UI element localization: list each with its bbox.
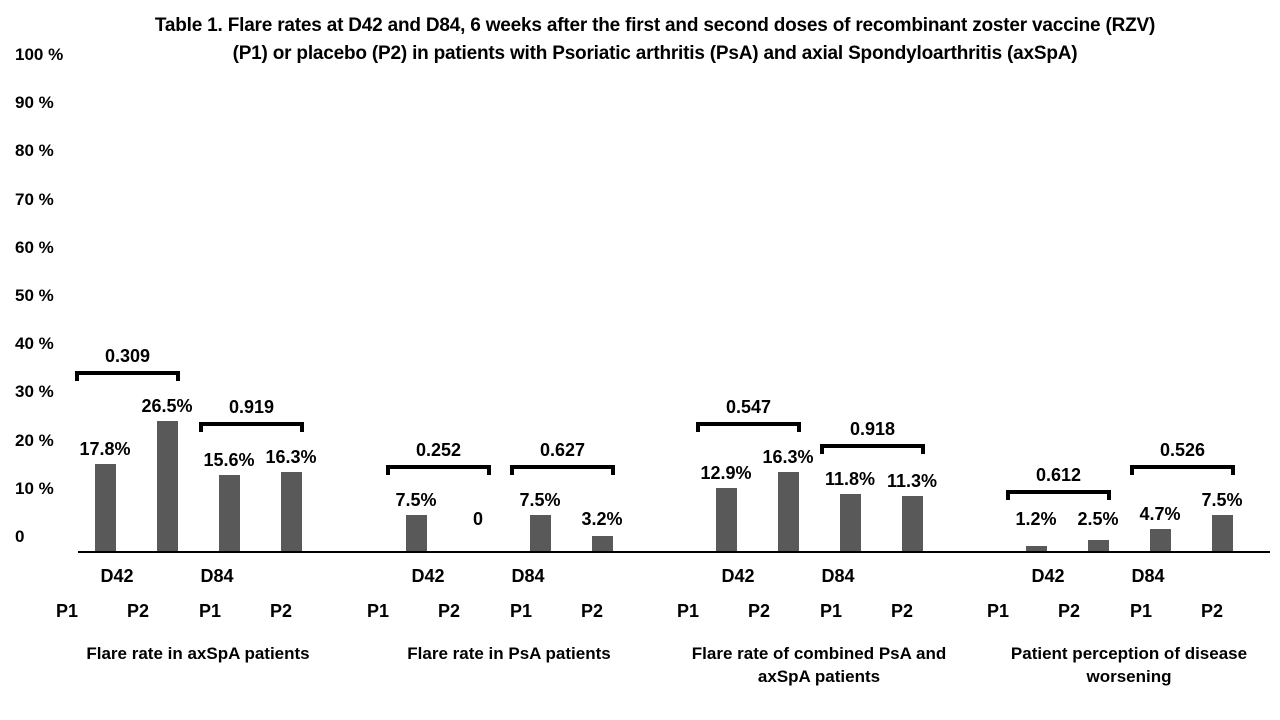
series-label: P2 bbox=[580, 601, 604, 621]
series-label: P1 bbox=[819, 601, 843, 621]
series-label: P1 bbox=[366, 601, 390, 621]
bar-p1-d84 bbox=[839, 493, 861, 552]
bar-p2-d84 bbox=[591, 536, 613, 552]
timepoint-label: D84 bbox=[200, 566, 234, 586]
bar-p2-d42 bbox=[1087, 539, 1109, 552]
p-value-bracket bbox=[820, 443, 925, 454]
series-label: P2 bbox=[1057, 601, 1081, 621]
series-label: P2 bbox=[890, 601, 914, 621]
p-value-label: 0.547 bbox=[725, 396, 772, 417]
series-label: P2 bbox=[269, 601, 293, 621]
p-value-bracket bbox=[510, 465, 615, 476]
bar-value-label: 7.5% bbox=[395, 490, 437, 511]
p-value-label: 0.627 bbox=[539, 440, 586, 461]
bar-p2-d84 bbox=[1211, 515, 1233, 552]
p-value-label: 0.526 bbox=[1159, 440, 1206, 461]
bar-p1-d42 bbox=[715, 488, 737, 552]
bar-value-label: 0 bbox=[472, 509, 483, 529]
group-title-line: Flare rate in axSpA patients bbox=[86, 644, 310, 663]
bar-value-label: 17.8% bbox=[79, 439, 131, 460]
timepoint-label: D84 bbox=[1131, 566, 1165, 586]
series-label: P1 bbox=[1129, 601, 1153, 621]
series-label: P2 bbox=[747, 601, 771, 621]
timepoint-label: D42 bbox=[721, 566, 755, 586]
bar-value-label: 4.7% bbox=[1139, 503, 1181, 524]
chart-title-line1: Table 1. Flare rates at D42 and D84, 6 w… bbox=[154, 15, 1156, 36]
bar-p1-d84 bbox=[1149, 528, 1171, 552]
series-label: P2 bbox=[126, 601, 150, 621]
y-axis-tick-label: 30 % bbox=[15, 382, 54, 402]
y-axis-tick-label: 40 % bbox=[15, 334, 54, 354]
y-axis-tick-label: 60 % bbox=[15, 237, 54, 257]
group-title: Flare rate of combined PsA and axSpA pati… bbox=[669, 642, 969, 688]
bar-value-label: 12.9% bbox=[700, 463, 752, 484]
y-axis-tick-label: 70 % bbox=[15, 189, 54, 209]
x-axis-line bbox=[78, 551, 1270, 553]
bar-p1-d84 bbox=[218, 475, 240, 552]
bar-p2-d84 bbox=[280, 471, 302, 552]
series-label: P1 bbox=[676, 601, 700, 621]
series-label: P1 bbox=[198, 601, 222, 621]
series-label: P1 bbox=[509, 601, 533, 621]
bar-value-label: 16.3% bbox=[265, 446, 317, 467]
bar-value-label: 11.3% bbox=[886, 471, 938, 492]
group-title-line: axSpA patients bbox=[757, 667, 881, 686]
bar-value-label: 26.5% bbox=[141, 396, 193, 417]
p-value-bracket bbox=[1006, 489, 1111, 500]
p-value-bracket bbox=[199, 421, 304, 432]
y-axis-tick-label: 100 % bbox=[15, 45, 64, 64]
timepoint-label: D42 bbox=[411, 566, 445, 586]
series-label: P2 bbox=[1200, 601, 1224, 621]
y-axis-tick-label: 20 % bbox=[15, 430, 54, 450]
p-value-label: 0.918 bbox=[849, 418, 896, 439]
y-axis-tick-label: 50 % bbox=[15, 286, 54, 305]
group-title-line: worsening bbox=[1086, 667, 1172, 686]
group-title-line: Flare rate in PsA patients bbox=[407, 644, 611, 663]
bar-value-label: 2.5% bbox=[1077, 509, 1119, 529]
bar-p2-d42 bbox=[777, 471, 799, 552]
timepoint-label: D84 bbox=[511, 566, 545, 586]
bar-p1-d42 bbox=[94, 464, 116, 552]
bar-p2-d42 bbox=[156, 421, 178, 552]
bar-value-label: 7.5% bbox=[519, 490, 561, 511]
bar-value-label: 7.5% bbox=[1201, 490, 1243, 511]
chart-title-line2: (P1) or placebo (P2) in patients with Ps… bbox=[232, 43, 1078, 64]
group-title-line: Flare rate of combined PsA and bbox=[691, 644, 947, 663]
p-value-bracket bbox=[1130, 465, 1235, 476]
bar-value-label: 11.8% bbox=[824, 468, 876, 489]
timepoint-label: D42 bbox=[100, 566, 134, 586]
timepoint-label: D84 bbox=[821, 566, 855, 586]
bar-p1-d84 bbox=[529, 515, 551, 552]
bar-value-label: 16.3% bbox=[762, 446, 814, 467]
p-value-bracket bbox=[696, 421, 801, 432]
bar-value-label: 15.6% bbox=[203, 450, 255, 471]
bar-p2-d84 bbox=[901, 496, 923, 552]
p-value-label: 0.252 bbox=[415, 440, 462, 461]
group-title: Patient perception of disease worsening bbox=[979, 642, 1279, 688]
bar-value-label: 3.2% bbox=[581, 509, 623, 529]
group-title: Flare rate in axSpA patients bbox=[48, 642, 348, 665]
p-value-label: 0.919 bbox=[228, 396, 275, 417]
y-axis-tick-label: 0 bbox=[15, 527, 25, 546]
y-axis-tick-label: 10 % bbox=[15, 478, 54, 498]
y-axis-tick-label: 80 % bbox=[15, 141, 54, 161]
group-title: Flare rate in PsA patients bbox=[359, 642, 659, 665]
p-value-bracket bbox=[386, 465, 491, 476]
bar-p1-d42 bbox=[1025, 546, 1047, 552]
p-value-bracket bbox=[75, 371, 180, 382]
series-label: P2 bbox=[437, 601, 461, 621]
chart-title: Table 1. Flare rates at D42 and D84, 6 w… bbox=[30, 12, 1280, 68]
bar-value-label: 1.2% bbox=[1015, 509, 1057, 529]
group-title-line: Patient perception of disease bbox=[1010, 644, 1248, 663]
bar-p1-d42 bbox=[405, 515, 427, 552]
timepoint-label: D42 bbox=[1031, 566, 1065, 586]
series-label: P1 bbox=[55, 601, 79, 621]
p-value-label: 0.309 bbox=[104, 346, 151, 367]
p-value-label: 0.612 bbox=[1035, 464, 1082, 485]
y-axis-tick-label: 90 % bbox=[15, 93, 54, 113]
series-label: P1 bbox=[986, 601, 1010, 621]
